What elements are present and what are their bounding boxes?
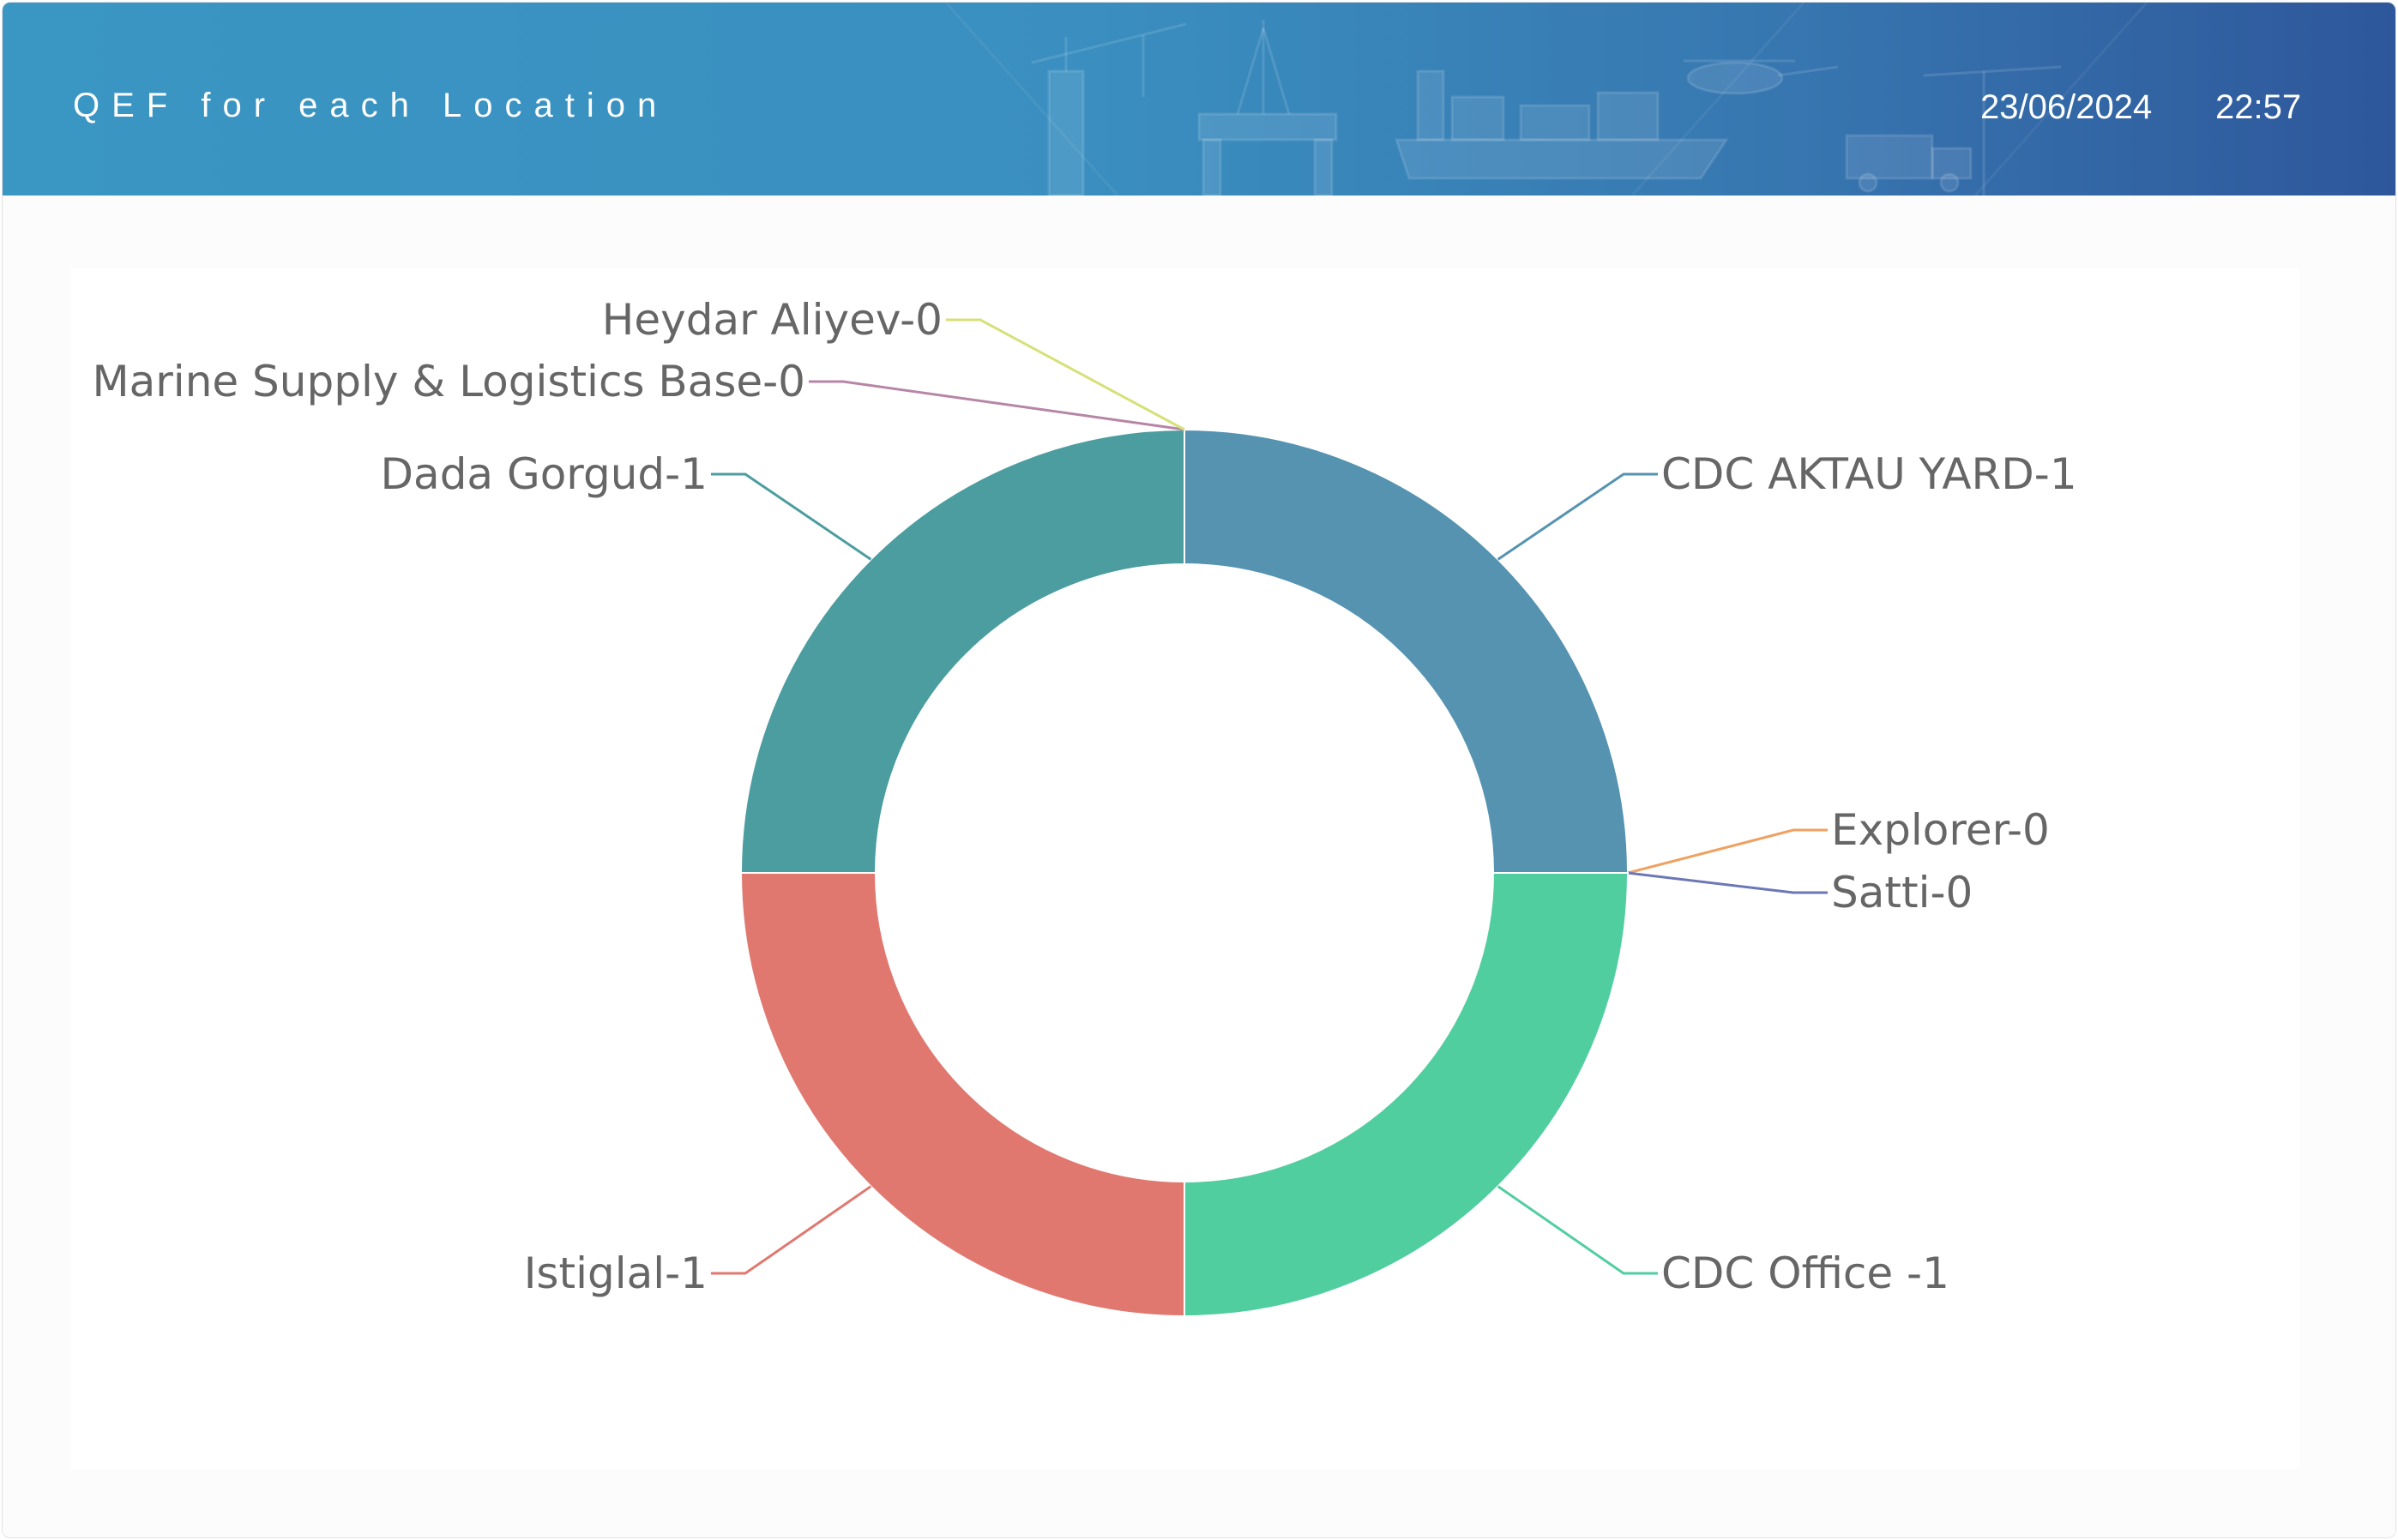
slice-label-cdc-aktau-yard-1: CDC AKTAU YARD-1 [1661, 449, 2077, 499]
slice-cdc-office-1[interactable] [1184, 872, 1630, 1318]
qef-doughnut-chart: CDC AKTAU YARD-1 Explorer-0 Satti-0 CDC Off… [92, 295, 2077, 1318]
leader-line-dada-gorgud-1 [711, 472, 872, 561]
leader-line-cdc-office-1 [1497, 1185, 1658, 1275]
slice-cdc-aktau-yard-1[interactable] [1184, 428, 1630, 874]
page-title: QEF for each Location [73, 87, 669, 124]
leader-line-satti-0 [1627, 871, 1828, 894]
leader-line-marine-supply-logistics-base-0 [809, 380, 1185, 431]
current-time: 22:57 [2215, 88, 2302, 126]
chart-panel: CDC AKTAU YARD-1 Explorer-0 Satti-0 CDC Off… [71, 268, 2299, 1469]
content-area: CDC AKTAU YARD-1 Explorer-0 Satti-0 CDC Off… [3, 196, 2395, 1537]
current-date: 23/06/2024 [1980, 88, 2153, 126]
slice-label-heydar-aliyev-0: Heydar Aliyev-0 [602, 295, 943, 345]
slice-dada-gorgud-1[interactable] [739, 428, 1185, 874]
leader-line-istiglal-1 [711, 1185, 872, 1275]
leader-line-explorer-0 [1627, 828, 1828, 875]
industrial-skyline-illustration [944, 3, 2148, 196]
leader-line-cdc-aktau-yard-1 [1497, 472, 1658, 561]
slice-label-explorer-0: Explorer-0 [1831, 805, 2050, 855]
slice-label-marine-supply-logistics-base-0: Marine Supply & Logistics Base-0 [92, 357, 805, 406]
slice-label-cdc-office-1: CDC Office -1 [1661, 1248, 1949, 1298]
header-banner: QEF for each Location 23/06/2024 22:57 [3, 3, 2395, 196]
slice-label-satti-0: Satti-0 [1831, 868, 1973, 917]
slice-istiglal-1[interactable] [739, 872, 1185, 1318]
slice-label-dada-gorgud-1: Dada Gorgud-1 [381, 449, 708, 499]
leader-line-heydar-aliyev-0 [946, 318, 1185, 431]
slice-label-istiglal-1: Istiglal-1 [524, 1248, 708, 1298]
